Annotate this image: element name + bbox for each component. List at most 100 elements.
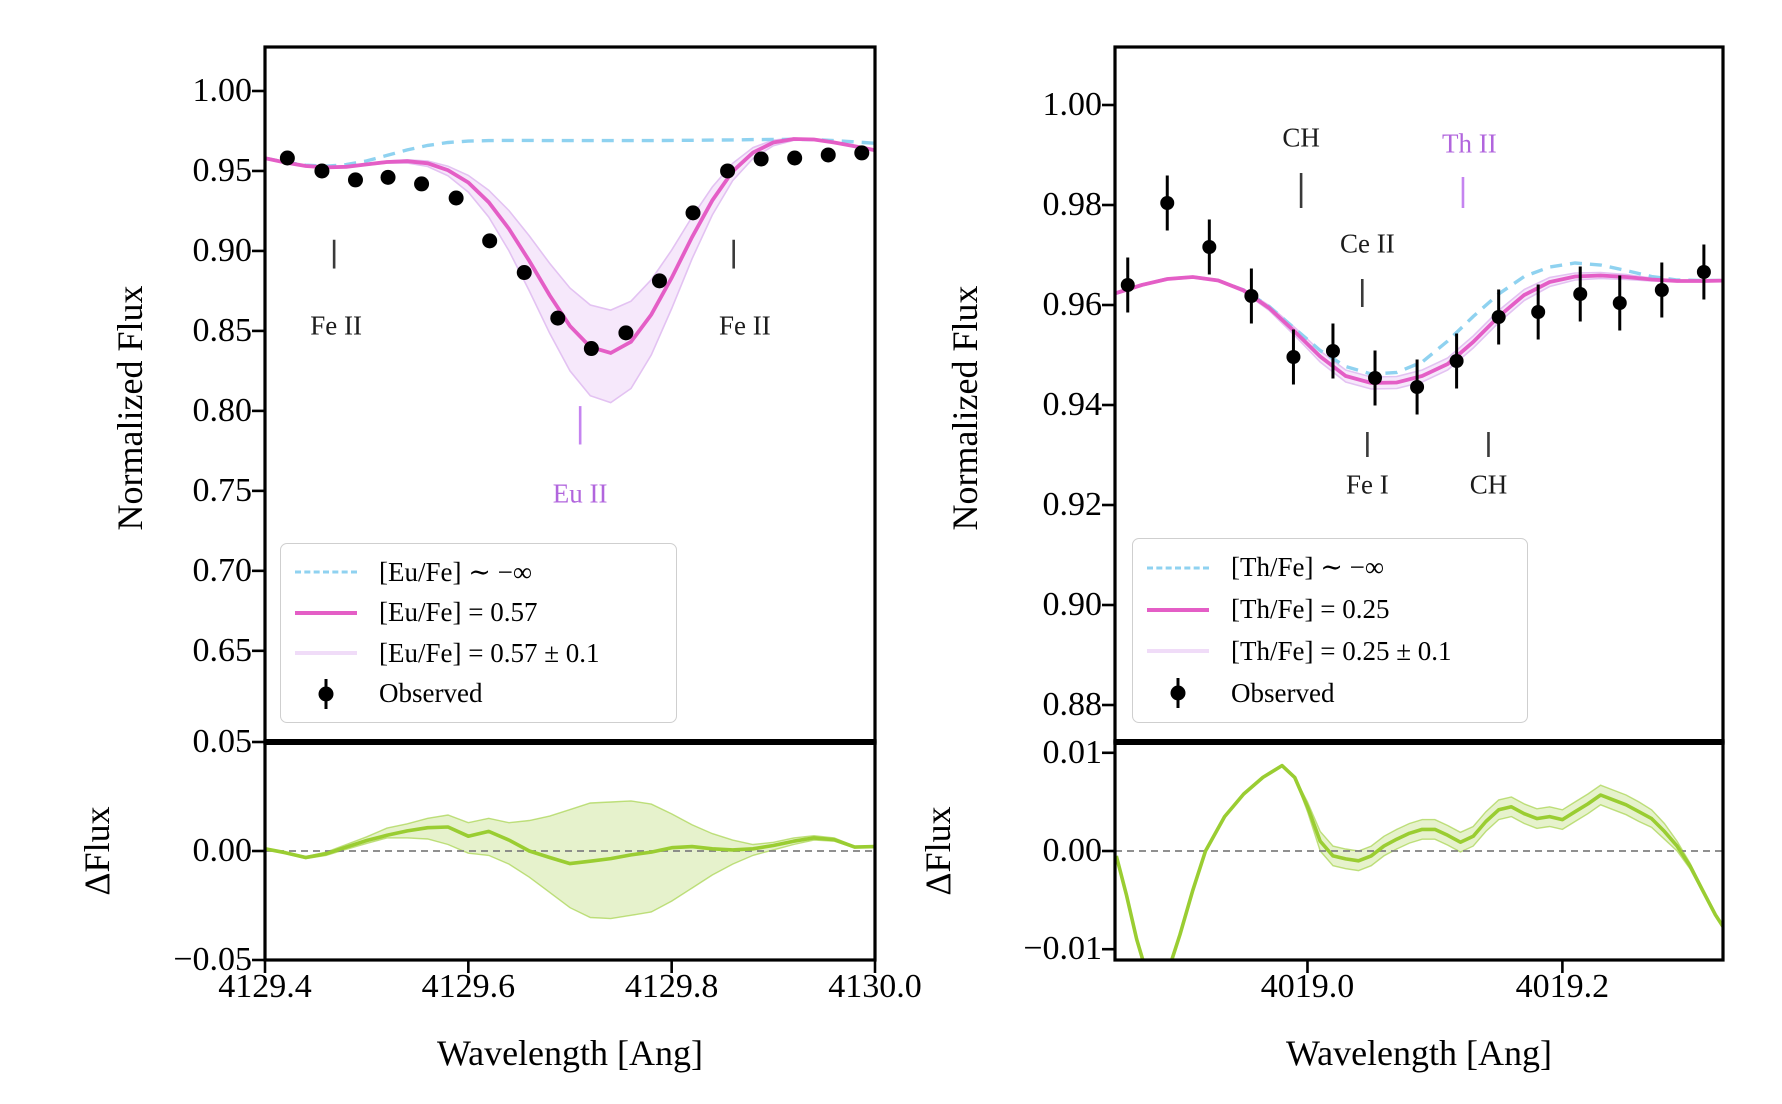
observed-point (516, 265, 532, 281)
observed-point (1531, 305, 1546, 319)
legend-label: Observed (1231, 677, 1335, 708)
legend-item: [Th/Fe] = 0.25 (1147, 589, 1513, 631)
legend-item: [Eu/Fe] = 0.57 (295, 593, 662, 634)
line-id-label: Eu II (552, 478, 608, 509)
y-tick-label: −0.05 (173, 941, 252, 978)
legend-item: Observed (295, 674, 662, 715)
legend-item: Observed (1147, 672, 1513, 714)
observed-point (1244, 289, 1259, 303)
legend-label: [Th/Fe] ∼ −∞ (1231, 552, 1385, 583)
legend-item: [Eu/Fe] ∼ −∞ (295, 552, 662, 593)
y-tick-label: 0.85 (192, 311, 253, 349)
y-tick-label: 0.96 (1042, 286, 1103, 323)
line-id-label: Fe II (310, 310, 363, 341)
observed-point (279, 150, 295, 166)
uncertainty-band (265, 137, 875, 404)
observed-point (753, 151, 769, 167)
x-axis-label-left: Wavelength [Ang] (436, 1033, 704, 1073)
observed-point (314, 163, 330, 179)
y-tick-label: 0.88 (1042, 686, 1103, 723)
residual-band (265, 800, 875, 920)
observed-point (618, 325, 634, 341)
residual-band (1115, 764, 1723, 960)
y-tick-label: 0.80 (192, 391, 253, 429)
observed-point (1160, 196, 1175, 210)
legend-label: [Eu/Fe] = 0.57 ± 0.1 (379, 637, 600, 668)
y-tick-label: 0.90 (192, 231, 253, 269)
observed-marker-swatch (1147, 678, 1209, 708)
x-tick-label: 4019.0 (1260, 968, 1355, 1005)
x-tick-label: 4129.4 (218, 968, 312, 1005)
y-tick-label: 0.92 (1042, 486, 1103, 523)
uncertainty-band-swatch (1147, 636, 1209, 666)
line-id-label: Fe II (718, 310, 771, 341)
y-tick-label: 0.00 (1042, 832, 1103, 869)
observed-point (1410, 380, 1425, 394)
residual-line (265, 825, 875, 866)
x-tick-label: 4129.8 (624, 968, 719, 1005)
observed-point (820, 147, 836, 163)
legend-label: [Th/Fe] = 0.25 ± 0.1 (1231, 635, 1452, 666)
legend-th: [Th/Fe] ∼ −∞ [Th/Fe] = 0.25 [Th/Fe] = 0.… (1132, 538, 1528, 723)
line-id-label: Th II (1441, 128, 1497, 159)
y-tick-label: 0.70 (192, 551, 253, 589)
no-element-line-swatch (1147, 553, 1209, 583)
x-tick-label: 4019.2 (1515, 968, 1610, 1005)
y-tick-label: 0.98 (1042, 186, 1103, 223)
best-fit-model-line (265, 137, 875, 356)
y-axis-label-left-residual: ΔFlux (77, 806, 117, 896)
legend-label: [Eu/Fe] ∼ −∞ (379, 556, 533, 587)
x-tick-label: 4129.6 (421, 968, 516, 1005)
observed-point (1696, 265, 1711, 279)
y-tick-label: −0.01 (1023, 930, 1102, 968)
residual-line (1115, 763, 1723, 960)
observed-point (550, 310, 566, 326)
x-tick-label: 4130.0 (828, 968, 922, 1005)
observed-point (854, 145, 870, 161)
best-fit-line-swatch (295, 598, 357, 628)
no-element-model-line (265, 137, 875, 168)
y-tick-label: 0.01 (1042, 733, 1103, 771)
legend-item: [Th/Fe] ∼ −∞ (1147, 547, 1513, 589)
observed-point (1202, 240, 1217, 254)
observed-point (1368, 371, 1383, 385)
observed-point (1491, 310, 1506, 324)
observed-point (651, 273, 667, 289)
line-id-label: Ce II (1340, 228, 1395, 259)
no-element-line-swatch (295, 557, 357, 587)
observed-point (685, 205, 701, 221)
observed-point (1573, 287, 1588, 301)
x-axis-label-right: Wavelength [Ang] (1285, 1033, 1553, 1073)
y-axis-label-right-residual: ΔFlux (918, 806, 958, 896)
observed-point (1654, 283, 1669, 297)
y-tick-label: 0.00 (192, 832, 253, 869)
uncertainty-band-swatch (295, 638, 357, 668)
legend-label: Observed (379, 678, 483, 709)
legend-label: [Th/Fe] = 0.25 (1231, 594, 1390, 625)
observed-point (787, 150, 803, 166)
y-tick-label: 1.00 (1042, 86, 1103, 123)
observed-point (1449, 354, 1464, 368)
observed-point (1286, 350, 1301, 364)
line-id-label: Fe I (1346, 469, 1389, 500)
line-id-label: CH (1469, 469, 1508, 500)
observed-point (720, 163, 736, 179)
y-tick-label: 0.05 (192, 723, 253, 760)
y-tick-label: 0.95 (192, 151, 253, 189)
y-tick-label: 0.90 (1042, 586, 1103, 623)
observed-point (1120, 278, 1135, 292)
observed-point (380, 169, 396, 185)
legend-item: [Th/Fe] = 0.25 ± 0.1 (1147, 631, 1513, 673)
observed-point (583, 341, 599, 357)
observed-point (448, 190, 464, 206)
observed-marker-swatch (295, 679, 357, 709)
y-tick-label: 0.94 (1042, 386, 1103, 423)
y-tick-label: 0.65 (192, 631, 253, 669)
y-tick-label: 0.75 (192, 471, 253, 509)
line-id-label: CH (1282, 122, 1320, 152)
observed-point (482, 233, 498, 249)
best-fit-line-swatch (1147, 595, 1209, 625)
uncertainty-band (1116, 271, 1723, 390)
